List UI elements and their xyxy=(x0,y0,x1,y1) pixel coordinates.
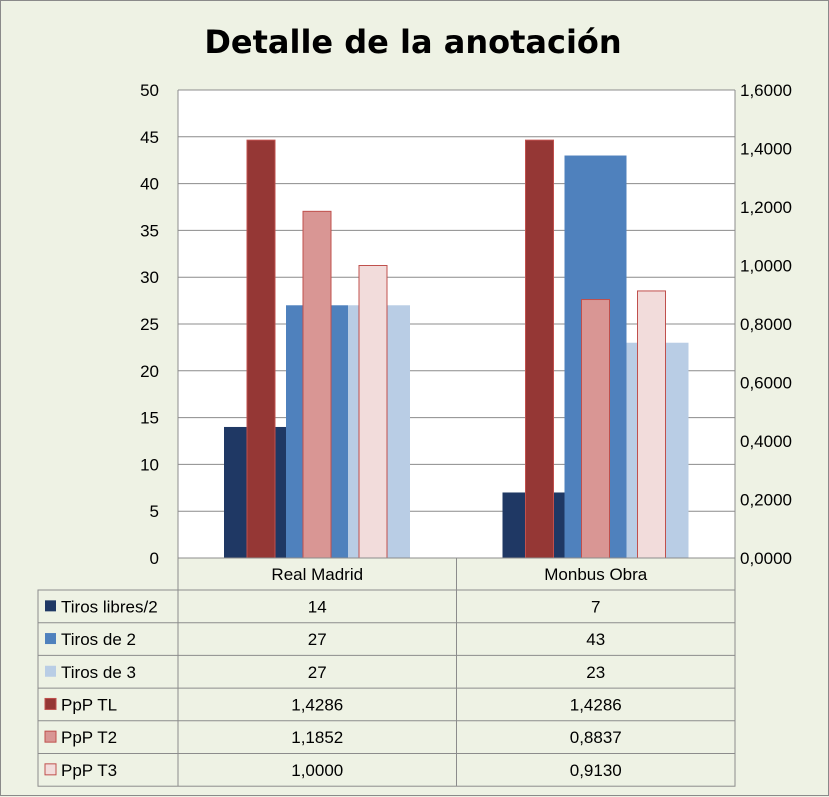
series-label: Tiros de 2 xyxy=(61,630,136,649)
bar-ppp-tl-0 xyxy=(246,139,276,559)
primary-tick-label: 20 xyxy=(140,362,159,381)
series-label: PpP T2 xyxy=(61,728,117,747)
primary-y-axis: 0 5 10 15 20 25 30 35 40 45 50 xyxy=(140,81,159,568)
chart-title: Detalle de la anotación xyxy=(204,23,621,61)
data-value-label: 14 xyxy=(308,597,327,616)
secondary-tick-label: 1,2000 xyxy=(740,198,792,217)
legend-key xyxy=(44,763,57,776)
primary-tick-label: 25 xyxy=(140,315,159,334)
series-label: Tiros de 3 xyxy=(61,663,136,682)
bar-ppp-t3-1 xyxy=(637,290,666,559)
data-value-label: 23 xyxy=(586,663,605,682)
primary-tick-label: 50 xyxy=(140,81,159,100)
primary-tick-label: 5 xyxy=(150,502,159,521)
primary-tick-label: 10 xyxy=(140,455,159,474)
data-value-label: 7 xyxy=(591,597,600,616)
data-value-label: 1,4286 xyxy=(291,695,343,714)
data-table: Real Madrid Monbus Obra Tiros libres/2 14 7 T… xyxy=(37,557,736,787)
primary-tick-label: 15 xyxy=(140,409,159,428)
secondary-tick-label: 0,2000 xyxy=(740,491,792,510)
secondary-y-axis: 0,0000 0,2000 0,4000 0,6000 0,8000 1,0000 1,20… xyxy=(740,81,792,568)
primary-tick-label: 35 xyxy=(140,221,159,240)
legend-key xyxy=(45,665,56,677)
bar-ppp-t2-1 xyxy=(581,299,610,559)
primary-tick-label: 30 xyxy=(140,268,159,287)
category-label: Real Madrid xyxy=(271,565,363,584)
legend-key xyxy=(45,600,56,612)
legend-key xyxy=(45,633,56,645)
bar-ppp-t2-0 xyxy=(302,210,332,559)
bars xyxy=(224,139,689,559)
series-label: Tiros libres/2 xyxy=(61,597,158,616)
legend-key xyxy=(44,730,57,743)
data-value-label: 1,0000 xyxy=(291,761,343,780)
primary-tick-label: 40 xyxy=(140,175,159,194)
data-value-label: 27 xyxy=(308,663,327,682)
bar-ppp-t3-0 xyxy=(358,265,388,559)
secondary-tick-label: 0,0000 xyxy=(740,549,792,568)
secondary-tick-label: 1,6000 xyxy=(740,81,792,100)
data-value-label: 0,8837 xyxy=(570,728,622,747)
series-label: PpP T3 xyxy=(61,761,117,780)
data-value-label: 43 xyxy=(586,630,605,649)
secondary-tick-label: 1,0000 xyxy=(740,257,792,276)
series-label: PpP TL xyxy=(61,695,117,714)
secondary-tick-label: 0,6000 xyxy=(740,374,792,393)
data-value-label: 27 xyxy=(308,630,327,649)
data-value-label: 1,4286 xyxy=(570,695,622,714)
primary-tick-label: 45 xyxy=(140,128,159,147)
category-label: Monbus Obra xyxy=(544,565,648,584)
data-value-label: 1,1852 xyxy=(291,728,343,747)
legend-key xyxy=(44,697,57,710)
primary-tick-label: 0 xyxy=(150,549,159,568)
secondary-tick-label: 0,8000 xyxy=(740,315,792,334)
secondary-tick-label: 1,4000 xyxy=(740,140,792,159)
secondary-tick-label: 0,4000 xyxy=(740,432,792,451)
data-value-label: 0,9130 xyxy=(570,761,622,780)
bar-ppp-tl-1 xyxy=(525,139,554,559)
